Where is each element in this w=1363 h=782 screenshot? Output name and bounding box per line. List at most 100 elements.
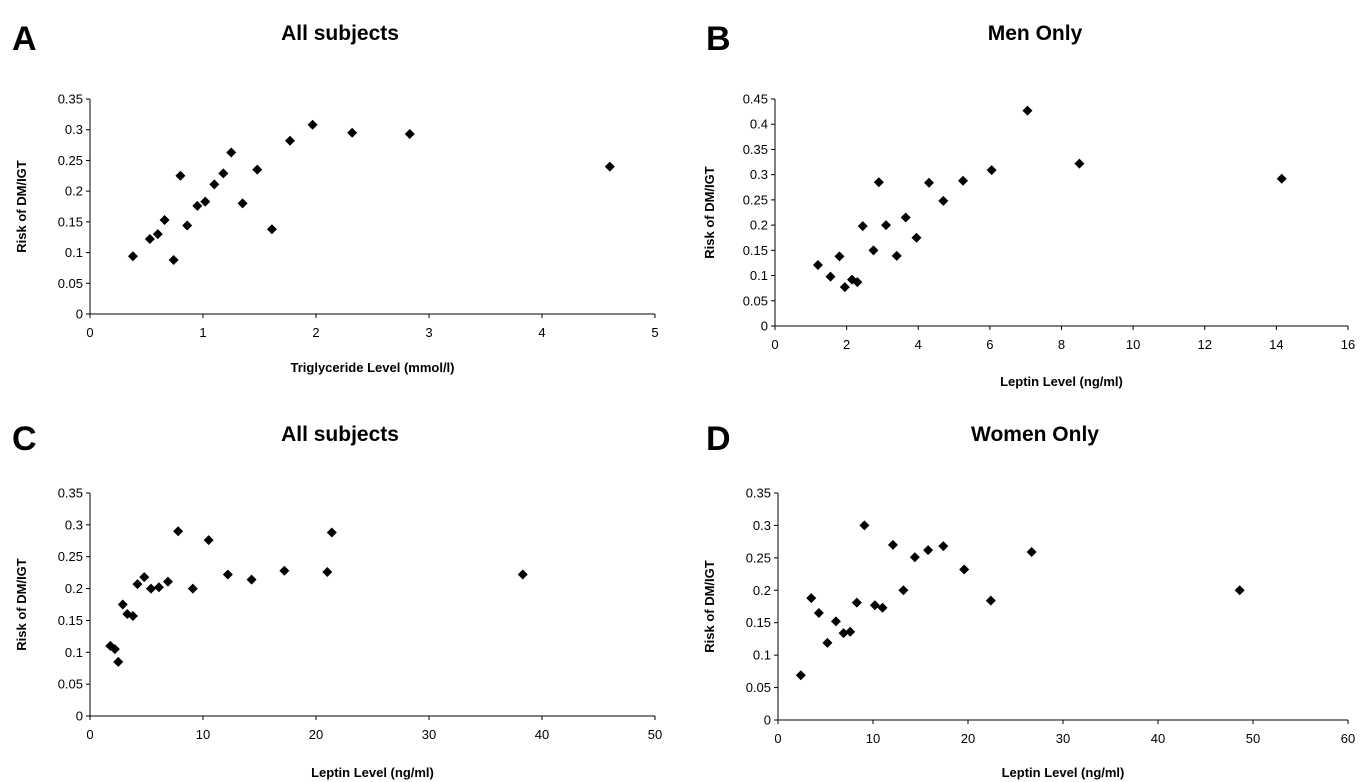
y-tick-label: 0.1 xyxy=(65,645,83,660)
chart-panel-b: B Men Only 0 0.05 0.1 0.15 0.2 0.25 0.3 0.35 0.4 0.… xyxy=(702,20,1355,389)
chart-title: Men Only xyxy=(988,22,1083,45)
data-point xyxy=(1026,547,1037,558)
x-axis-label: Triglyceride Level (mmol/l) xyxy=(291,360,455,375)
data-point xyxy=(246,574,257,585)
data-point xyxy=(852,277,863,288)
data-point xyxy=(923,177,934,188)
data-point xyxy=(182,220,193,231)
x-tick-label: 0 xyxy=(86,325,93,340)
data-point xyxy=(881,220,892,231)
y-tick-label: 0.4 xyxy=(750,117,768,132)
y-tick-label: 0.35 xyxy=(58,486,83,501)
data-point xyxy=(285,135,296,146)
data-point xyxy=(834,251,845,262)
y-tick-label: 0.35 xyxy=(743,142,768,157)
x-tick-label: 60 xyxy=(1341,731,1355,746)
y-tick-label: 0.35 xyxy=(58,92,83,107)
y-tick-label: 0.2 xyxy=(753,583,771,598)
chart-title: All subjects xyxy=(281,423,399,446)
data-point xyxy=(851,597,862,608)
data-point xyxy=(146,583,157,594)
data-point xyxy=(237,198,248,209)
data-point xyxy=(127,610,138,621)
data-point xyxy=(911,232,922,243)
x-tick-label: 0 xyxy=(771,337,778,352)
y-axis-label: Risk of DM/IGT xyxy=(702,166,717,259)
data-point xyxy=(404,129,415,140)
x-tick-label: 2 xyxy=(843,337,850,352)
x-axis-label: Leptin Level (ng/ml) xyxy=(1002,765,1125,780)
panel-letter: B xyxy=(706,20,731,58)
panel-letter: C xyxy=(12,420,37,458)
x-tick-label: 2 xyxy=(312,325,319,340)
data-point xyxy=(806,593,817,604)
data-point xyxy=(127,251,138,262)
y-tick-label: 0.45 xyxy=(743,92,768,107)
x-tick-label: 40 xyxy=(1151,731,1165,746)
panel-letter: A xyxy=(12,20,37,58)
y-tick-label: 0.05 xyxy=(746,680,771,695)
data-point xyxy=(887,539,898,550)
data-point xyxy=(162,576,173,587)
data-point xyxy=(203,535,214,546)
x-tick-label: 16 xyxy=(1341,337,1355,352)
data-point xyxy=(139,572,150,583)
chart-panel-c: C All subjects 0 0.05 0.1 0.15 0.2 0.25 0.3 0.35 0… xyxy=(12,420,662,780)
y-tick-label: 0 xyxy=(76,709,83,724)
data-point xyxy=(873,177,884,188)
data-point xyxy=(266,224,277,235)
y-tick-label: 0.15 xyxy=(58,214,83,229)
x-tick-label: 14 xyxy=(1269,337,1283,352)
data-point xyxy=(132,579,143,590)
data-point xyxy=(159,215,170,226)
data-point xyxy=(153,582,164,593)
x-tick-label: 5 xyxy=(651,325,658,340)
data-point xyxy=(795,670,806,681)
y-axis-label: Risk of DM/IGT xyxy=(14,558,29,651)
data-point xyxy=(322,567,333,578)
data-point xyxy=(859,520,870,531)
x-tick-label: 1 xyxy=(199,325,206,340)
y-tick-label: 0.3 xyxy=(65,517,83,532)
data-point xyxy=(868,245,879,256)
data-point xyxy=(909,552,920,563)
panel-letter: D xyxy=(706,420,731,458)
data-point xyxy=(958,175,969,186)
y-tick-label: 0.3 xyxy=(750,167,768,182)
data-point xyxy=(845,626,856,637)
data-point xyxy=(812,259,823,270)
data-point xyxy=(222,569,233,580)
chart-panel-d: D Women Only 0 0.05 0.1 0.15 0.2 0.25 0.3 0.35 0 10… xyxy=(702,420,1355,780)
data-point xyxy=(307,119,318,130)
data-point xyxy=(279,565,290,576)
x-tick-label: 20 xyxy=(961,731,975,746)
y-tick-label: 0.25 xyxy=(743,192,768,207)
data-point xyxy=(938,195,949,206)
data-point xyxy=(109,644,120,655)
data-point xyxy=(822,637,833,648)
data-point xyxy=(252,164,263,175)
data-point xyxy=(152,229,163,240)
data-point xyxy=(173,526,184,537)
x-tick-label: 0 xyxy=(86,727,93,742)
x-tick-label: 30 xyxy=(422,727,436,742)
y-axis-label: Risk of DM/IGT xyxy=(702,560,717,653)
data-point xyxy=(986,165,997,176)
y-tick-label: 0.05 xyxy=(58,677,83,692)
data-point xyxy=(938,541,949,552)
data-point xyxy=(604,161,615,172)
data-point xyxy=(1074,158,1085,169)
chart-title: All subjects xyxy=(281,22,399,45)
x-tick-label: 10 xyxy=(196,727,210,742)
x-tick-label: 40 xyxy=(535,727,549,742)
data-point xyxy=(1022,105,1033,116)
data-point xyxy=(117,599,128,610)
data-point xyxy=(168,254,179,265)
data-point xyxy=(326,527,337,538)
y-tick-label: 0.2 xyxy=(65,184,83,199)
data-point xyxy=(857,221,868,232)
x-tick-label: 6 xyxy=(986,337,993,352)
x-tick-label: 8 xyxy=(1058,337,1065,352)
y-tick-label: 0.2 xyxy=(750,218,768,233)
y-tick-label: 0 xyxy=(764,713,771,728)
